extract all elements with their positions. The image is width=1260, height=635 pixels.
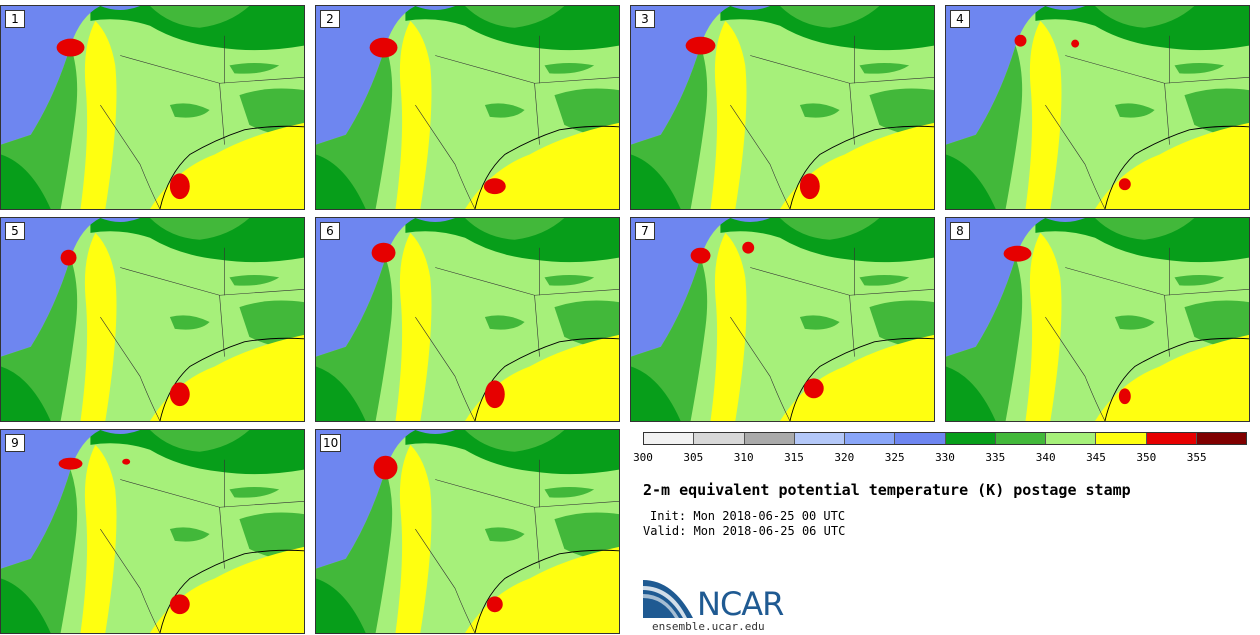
map-panel: 7 (630, 217, 935, 422)
colorbar-swatch (794, 433, 845, 444)
website-url[interactable]: ensemble.ucar.edu (652, 620, 765, 633)
colorbar-swatch (744, 433, 795, 444)
colorbar-swatch (1146, 433, 1197, 444)
map-panel: 2 (315, 5, 620, 210)
colorbar-tick-label: 320 (834, 451, 855, 464)
colorbar-tick-label: 315 (784, 451, 804, 464)
map-field (316, 218, 619, 421)
map-field (316, 430, 619, 633)
colorbar-tick-label: 310 (733, 451, 754, 464)
colorbar-swatch (895, 433, 946, 444)
colorbar-swatch (945, 433, 996, 444)
member-number-label: 9 (5, 434, 25, 452)
map-panel: 8 (945, 217, 1250, 422)
colorbar-tick-label: 330 (935, 451, 955, 464)
map-field (631, 218, 934, 421)
map-panel: 4 (945, 5, 1250, 210)
colorbar-swatch (1096, 433, 1147, 444)
map-field (1, 430, 304, 633)
colorbar-swatch (995, 433, 1046, 444)
member-number-label: 6 (320, 222, 340, 240)
member-number-label: 2 (320, 10, 340, 28)
member-number-label: 8 (950, 222, 970, 240)
member-number-label: 4 (950, 10, 970, 28)
colorbar-swatch (845, 433, 896, 444)
chart-title: 2-m equivalent potential temperature (K)… (643, 481, 1131, 499)
colorbar-tick-label: 305 (683, 451, 704, 464)
init-time: Init: Mon 2018-06-25 00 UTC (650, 509, 846, 523)
member-number-label: 5 (5, 222, 25, 240)
member-number-label: 3 (635, 10, 655, 28)
map-panel: 3 (630, 5, 935, 210)
colorbar-tick-label: 345 (1086, 451, 1106, 464)
map-field (946, 218, 1249, 421)
member-number-label: 7 (635, 222, 655, 240)
colorbar-swatch (1196, 433, 1246, 444)
map-field (946, 6, 1249, 209)
colorbar-tick-label: 335 (985, 451, 1006, 464)
colorbar (643, 432, 1247, 445)
map-field (316, 6, 619, 209)
map-panel: 5 (0, 217, 305, 422)
member-number-label: 10 (320, 434, 342, 452)
map-field (631, 6, 934, 209)
map-field (1, 218, 304, 421)
colorbar-ticks: 300 305 310 315 320 325 330 335 340 345 350 355 (633, 451, 1247, 465)
map-field (1, 6, 304, 209)
colorbar-swatch (1046, 433, 1097, 444)
colorbar-swatch (694, 433, 745, 444)
map-panel: 10 (315, 429, 620, 634)
colorbar-tick-label: 325 (884, 451, 905, 464)
member-number-label: 1 (5, 10, 25, 28)
valid-time: Valid: Mon 2018-06-25 06 UTC (643, 524, 846, 538)
colorbar-tick-label: 340 (1035, 451, 1056, 464)
map-panel: 9 (0, 429, 305, 634)
logo-text: NCAR (697, 585, 784, 623)
colorbar-tick-label: 350 (1136, 451, 1157, 464)
ncar-logo-icon (643, 580, 693, 618)
map-panel: 1 (0, 5, 305, 210)
colorbar-swatch (644, 433, 695, 444)
map-panel: 6 (315, 217, 620, 422)
colorbar-tick-label: 355 (1186, 451, 1207, 464)
colorbar-tick-label: 300 (633, 451, 653, 464)
